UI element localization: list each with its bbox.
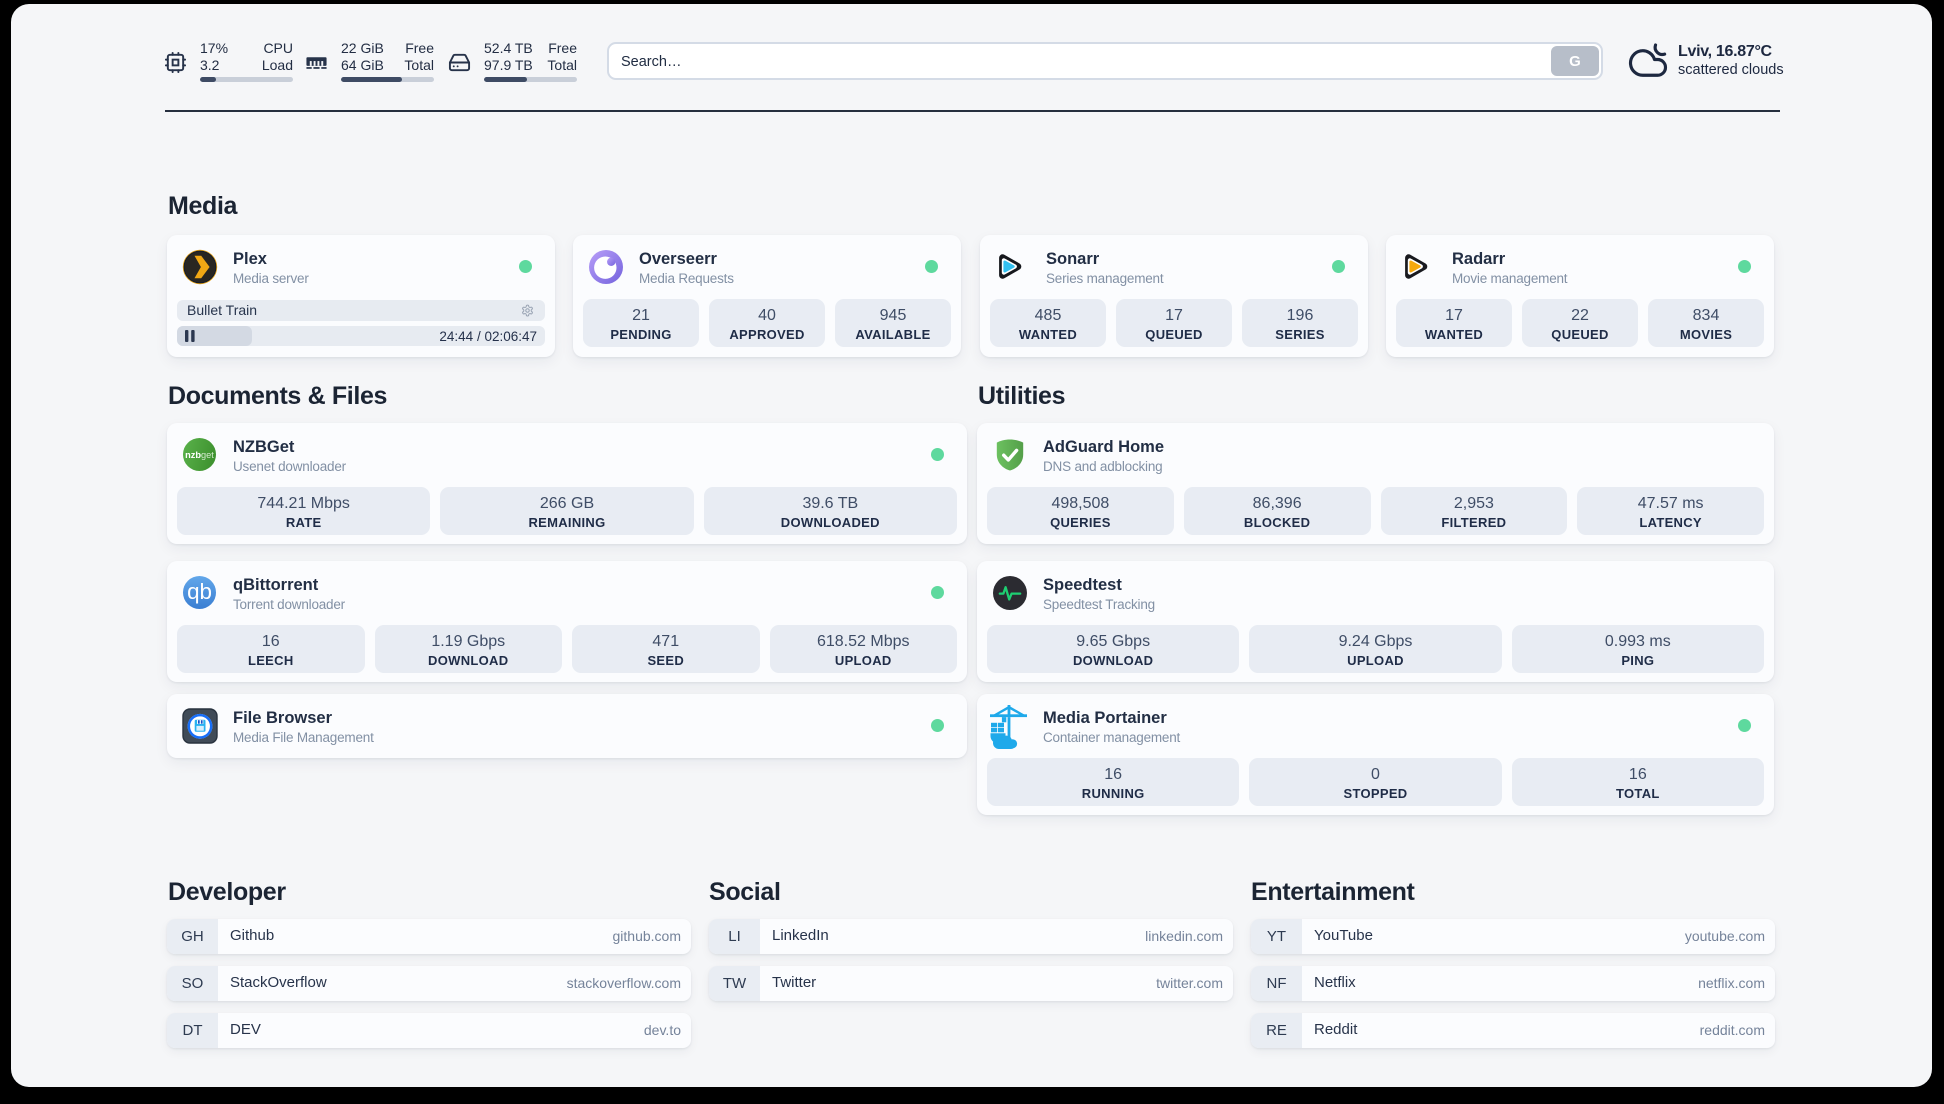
svg-text:qb: qb: [187, 579, 212, 604]
svg-text:nzbget: nzbget: [185, 450, 214, 460]
